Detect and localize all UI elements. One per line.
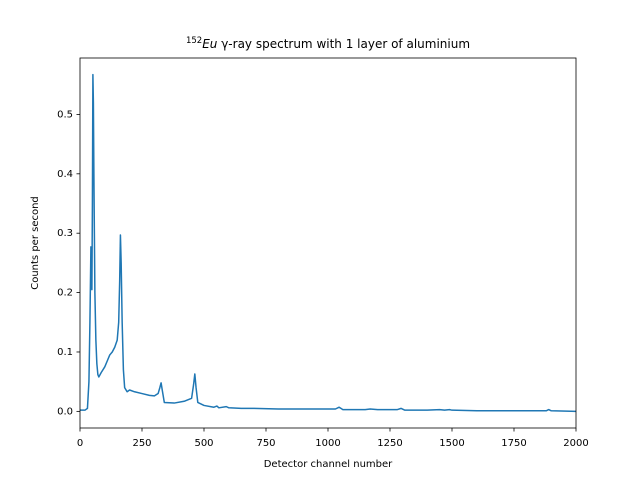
x-tick-label: 2000 [563,438,588,449]
title-element: Eu [202,37,218,51]
chart-title: 152Eu γ-ray spectrum with 1 layer of alu… [186,36,470,51]
data-line [80,73,577,413]
x-tick-label: 1750 [501,438,526,449]
x-tick-label: 1000 [315,438,340,449]
x-tick-label: 500 [194,438,213,449]
title-superscript: 152 [186,36,202,46]
y-tick-label: 0.1 [57,347,73,358]
y-tick-label: 0.2 [57,288,73,299]
x-tick-label: 1500 [439,438,464,449]
y-tick-label: 0.5 [57,109,73,120]
y-axis-label: Counts per second [30,196,41,290]
y-tick-label: 0.0 [57,406,73,417]
axes-frame [79,57,577,429]
x-tick-label: 750 [256,438,275,449]
x-tick-label: 250 [132,438,151,449]
y-tick-label: 0.3 [57,228,73,239]
x-tick-label: 0 [77,438,83,449]
title-text: γ-ray spectrum with 1 layer of aluminium [217,37,470,51]
y-tick-label: 0.4 [57,169,73,180]
x-axis-label: Detector channel number [264,459,393,470]
x-tick-label: 1250 [377,438,402,449]
